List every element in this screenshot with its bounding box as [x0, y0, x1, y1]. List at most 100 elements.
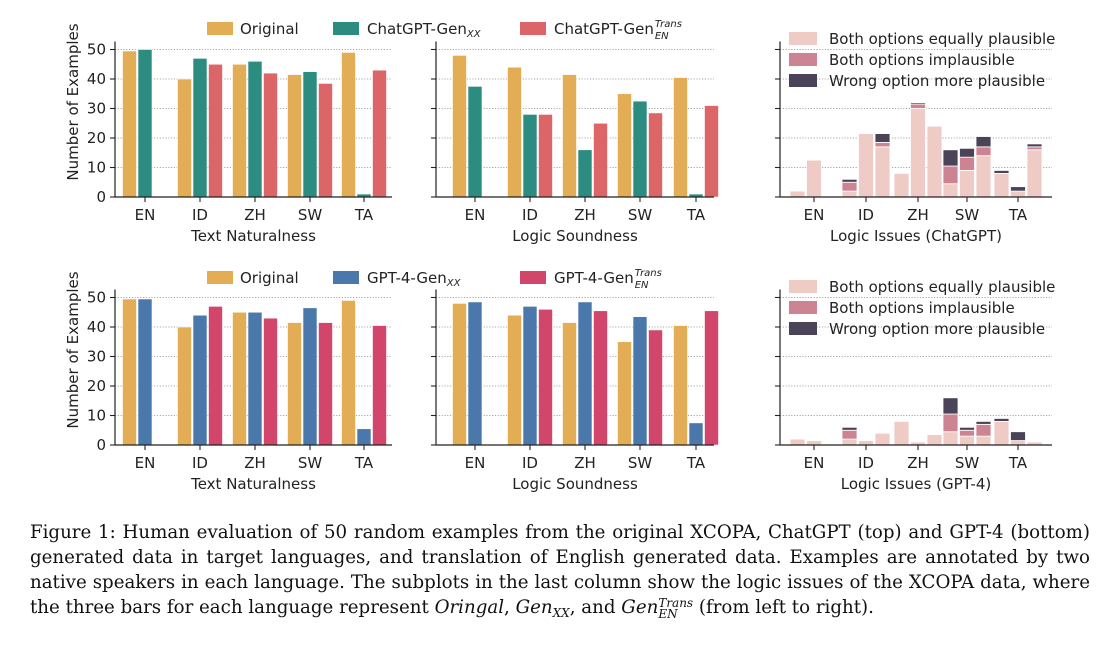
r0c1-bar — [632, 100, 648, 198]
r0c0-bar — [287, 74, 302, 198]
r0c1-bar — [467, 86, 483, 198]
r0c2-stack-segment — [841, 181, 858, 192]
r0c1-xtick-label: TA — [686, 206, 706, 224]
r1c2-stack-segment — [1010, 431, 1026, 441]
r0c1-xtick-label: EN — [465, 206, 486, 224]
caption-gen-trans-sub: EN — [658, 607, 678, 621]
r0c0-ytick-label: 20 — [87, 129, 106, 147]
r1c0-xtick-label: SW — [298, 454, 323, 472]
r0c0-bar — [372, 69, 387, 198]
r1c1-bar — [507, 314, 522, 446]
r1c0-ytick-label: 50 — [87, 289, 106, 307]
r1c2-stack-segment — [926, 434, 943, 446]
r0c2-stack-segment — [993, 170, 1010, 174]
r0c0-xtick-label: ID — [192, 206, 208, 224]
r1c2-stack-segment — [959, 435, 975, 446]
r1c2-xtick-label: ID — [858, 454, 874, 472]
r1c2-stack-segment — [1010, 440, 1026, 446]
r0c1-bar — [522, 114, 538, 198]
r0c0-bar — [341, 52, 356, 198]
r0c1-bar — [538, 114, 553, 198]
r1c1-bar — [617, 341, 632, 446]
r1c0-bar — [122, 298, 137, 446]
r1c2-xlabel: Logic Issues (GPT-4) — [841, 475, 991, 493]
r1c2-xtick-label: EN — [804, 454, 825, 472]
legend-issues-bottom-swatch-implausible — [789, 301, 817, 314]
r1c1-xlabel: Logic Soundness — [512, 475, 638, 493]
r0c0-ytick-label: 0 — [96, 188, 106, 206]
figure-caption: Figure 1: Human evaluation of 50 random … — [30, 520, 1090, 626]
r1c2-stack-segment — [975, 423, 992, 437]
r1c0-bar — [287, 322, 302, 446]
legend-issues-bottom-label-wrong: Wrong option more plausible — [829, 320, 1045, 338]
legend-top-label-xx: ChatGPT-GenXX — [367, 20, 482, 40]
r0c2-stack-segment — [806, 159, 822, 198]
caption-comma: , — [504, 597, 510, 618]
r1c0-bar — [356, 428, 372, 446]
r0c0-bar — [192, 58, 208, 198]
r1c0-bar — [192, 314, 208, 446]
r0c1-bar — [704, 105, 719, 198]
r0c2-stack-segment — [874, 133, 891, 143]
r0c1-bar — [673, 77, 688, 198]
r1c1-bar — [562, 322, 577, 446]
r1c0-bar — [318, 322, 333, 446]
r1c2-stack-segment — [993, 418, 1010, 422]
r1c1-bar — [648, 329, 663, 446]
r1c0-xtick-label: ID — [192, 454, 208, 472]
r0c2-xtick-label: TA — [1008, 206, 1028, 224]
caption-gen-xx-sub: XX — [552, 606, 570, 620]
r0c0-bar — [318, 83, 333, 198]
r0c2-stack-segment — [874, 142, 891, 148]
r0c0-ytick-label: 50 — [87, 41, 106, 59]
legend-top-label-trans-sup: Trans — [655, 19, 682, 30]
r1c2-stack-segment — [993, 420, 1010, 446]
r1c0-bar — [263, 317, 278, 446]
r1c1-bar — [522, 306, 538, 446]
r0c0-bar — [263, 72, 278, 198]
caption-oringal: Oringal — [434, 597, 505, 618]
caption-and: , and — [569, 597, 616, 618]
r1c0-ytick-label: 20 — [87, 377, 106, 395]
r1c0-ytick-label: 10 — [87, 407, 106, 425]
r1c0-bar — [372, 325, 387, 446]
r0c2-stack-segment — [874, 146, 891, 198]
caption-gen-trans-base: Gen — [621, 597, 659, 618]
r1c1-bar — [632, 316, 648, 446]
r0c2-stack-segment — [1026, 146, 1043, 151]
legend-issues-top-label-equally: Both options equally plausible — [829, 30, 1055, 48]
r1c0-bar — [177, 326, 192, 446]
r0c1-bar — [507, 66, 522, 198]
r1c1-xtick-label: ZH — [574, 454, 596, 472]
r0c2-stack-segment — [993, 172, 1010, 198]
r0c2-xlabel: Logic Issues (ChatGPT) — [830, 227, 1002, 245]
r1c0-ytick-label: 30 — [87, 348, 106, 366]
r0c0-bar — [208, 63, 223, 198]
r0c0-ytick-label: 40 — [87, 70, 106, 88]
r1c2-stack-segment — [942, 431, 959, 446]
legend-top-label-xx-sub: XX — [466, 29, 482, 40]
r1c1-xtick-label: SW — [628, 454, 653, 472]
r0c2-stack-segment — [1026, 149, 1043, 198]
r1c1-bar — [673, 325, 688, 446]
r1c2-stack-segment — [858, 440, 874, 446]
r0c2-stack-segment — [1026, 143, 1043, 148]
r0c0-bar — [122, 50, 137, 198]
r0c0-bar — [247, 60, 263, 198]
r0c0-ytick-label: 10 — [87, 159, 106, 177]
legend-issues-top-swatch-equally — [789, 32, 817, 45]
r0c2-stack-segment — [841, 190, 858, 198]
legend-issues-top-swatch-wrong — [789, 74, 817, 87]
r0c0-bar — [302, 71, 318, 198]
r0c2-stack-segment — [1010, 190, 1026, 198]
r0c2-xtick-label: ID — [858, 206, 874, 224]
r0c1-bar — [562, 74, 577, 198]
r0c0-bar — [232, 63, 247, 198]
r1c1-xtick-label: EN — [465, 454, 486, 472]
r1c0-bar — [137, 298, 153, 446]
r1c1-bar — [538, 308, 553, 446]
r0c0-xtick-label: SW — [298, 206, 323, 224]
r1c0-ylabel: Number of Examples — [64, 271, 82, 428]
legend-top-label-trans: ChatGPT-Gen — [554, 20, 654, 38]
r1c1-xtick-label: ID — [522, 454, 538, 472]
